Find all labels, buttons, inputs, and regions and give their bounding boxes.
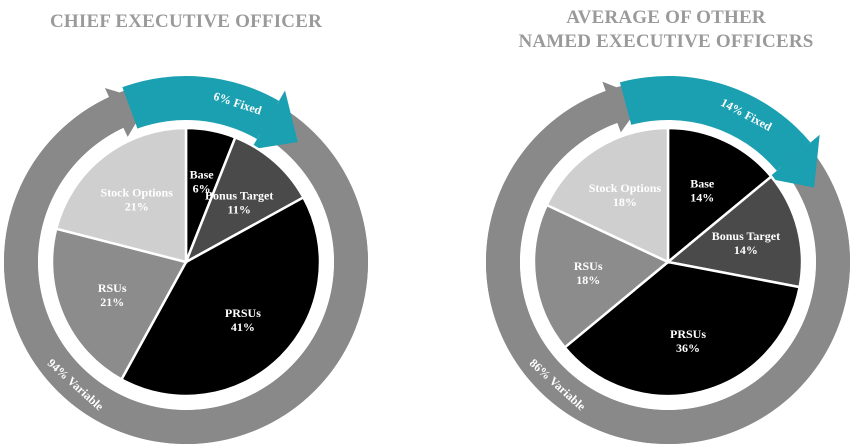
variable-arrow-head bbox=[602, 81, 646, 133]
pie-slice-rsus bbox=[532, 203, 671, 350]
pie-slice-prsus bbox=[119, 195, 322, 398]
slice-label-prsus: PRSUs 41% bbox=[225, 306, 261, 334]
pie-slice-bonus-target bbox=[183, 135, 306, 265]
slice-label-bonus-target: Bonus Target 14% bbox=[712, 229, 780, 257]
pie-slice-rsus bbox=[50, 227, 188, 382]
chart-title-other-neos-line1: AVERAGE OF OTHER bbox=[566, 7, 766, 28]
slice-label-base: Base 6% bbox=[190, 167, 215, 195]
pie-slice-base bbox=[666, 126, 774, 265]
chart-title-other-neos-line2: NAMED EXECUTIVE OFFICERS bbox=[518, 31, 814, 52]
pie-slice-prsus bbox=[562, 260, 802, 398]
chart-title-other-neos: AVERAGE OF OTHER NAMED EXECUTIVE OFFICER… bbox=[482, 6, 850, 54]
pie-slice-stock-options bbox=[54, 126, 188, 264]
slice-label-stock-options: Stock Options 18% bbox=[589, 181, 662, 209]
pie-chart-1: Base 6%Bonus Target 11% PRSUs 41% RSUs 21% Stoc… bbox=[3, 75, 368, 445]
slice-label-stock-options: Stock Options 21% bbox=[101, 186, 174, 214]
slice-label-rsus: RSUs 21% bbox=[98, 281, 127, 309]
pie-chart-2: Base 14% Bonus Target 14% PRSUs 36% RSUs 18% Sto… bbox=[485, 75, 850, 445]
slice-label-bonus-target: Bonus Target 11% bbox=[205, 189, 273, 217]
pie-slice-bonus-target bbox=[665, 174, 804, 289]
chart-title-ceo: CHIEF EXECUTIVE OFFICER bbox=[0, 10, 372, 34]
pie-slice-stock-options bbox=[545, 126, 670, 264]
slice-label-base: Base 14% bbox=[690, 176, 715, 204]
slice-label-prsus: PRSUs 36% bbox=[670, 327, 706, 355]
fixed-arc bbox=[619, 75, 811, 171]
fixed-arrow-head bbox=[251, 90, 298, 150]
fixed-arc bbox=[122, 75, 280, 140]
fixed-arrow-head bbox=[767, 134, 820, 188]
slice-label-rsus: RSUs 18% bbox=[574, 259, 603, 287]
chart-title-ceo-text: CHIEF EXECUTIVE OFFICER bbox=[49, 11, 323, 32]
